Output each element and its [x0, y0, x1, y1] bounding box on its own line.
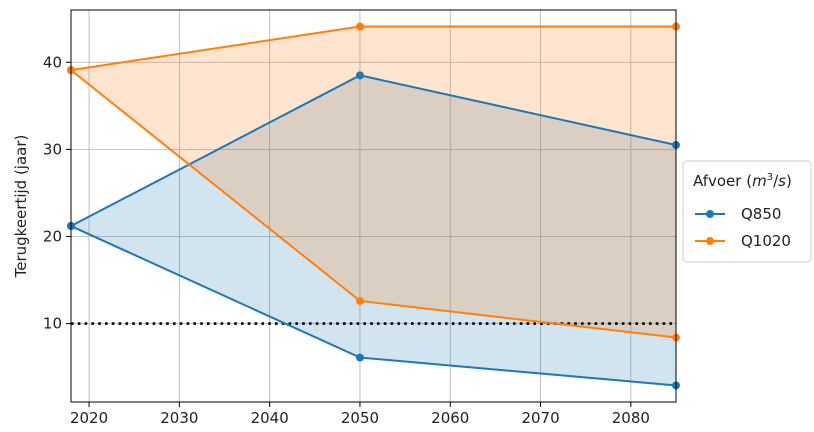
y-tick-label-30: 30 [43, 140, 62, 158]
data-point-q850-lower-2050 [355, 353, 364, 362]
legend-label-q1020: Q1020 [741, 232, 791, 250]
legend: Afvoer (m3/s) Q850 Q1020 [682, 160, 812, 263]
fill-band-q850 [71, 75, 676, 386]
x-tick-label-2020: 2020 [70, 409, 108, 427]
data-point-q1020-lower-2050 [355, 296, 364, 305]
fill-band-q1020 [71, 26, 676, 338]
y-tick-label-40: 40 [43, 53, 62, 71]
legend-title: Afvoer (m3/s) [693, 172, 792, 190]
plot-frame [70, 9, 677, 403]
x-tick-label-2030: 2030 [160, 409, 198, 427]
legend-marker-q1020 [706, 237, 714, 245]
series-fills [71, 26, 676, 386]
y-tick-label-10: 10 [43, 315, 62, 333]
plot-border [70, 9, 677, 403]
legend-box [682, 160, 812, 263]
y-tick-label-20: 20 [43, 227, 62, 245]
x-tick-label-2050: 2050 [341, 409, 379, 427]
y-axis-label: Terugkeertijd (jaar) [12, 135, 30, 279]
series-lines [67, 22, 680, 390]
x-tick-label-2070: 2070 [521, 409, 559, 427]
legend-marker-q850 [706, 210, 714, 218]
x-tick-label-2060: 2060 [431, 409, 469, 427]
data-point-q1020-upper-2050 [355, 22, 364, 31]
data-point-q850-upper-2050 [355, 71, 364, 80]
grid [71, 10, 676, 402]
x-tick-label-2040: 2040 [251, 409, 289, 427]
legend-label-q850: Q850 [741, 205, 781, 223]
x-tick-label-2080: 2080 [612, 409, 650, 427]
